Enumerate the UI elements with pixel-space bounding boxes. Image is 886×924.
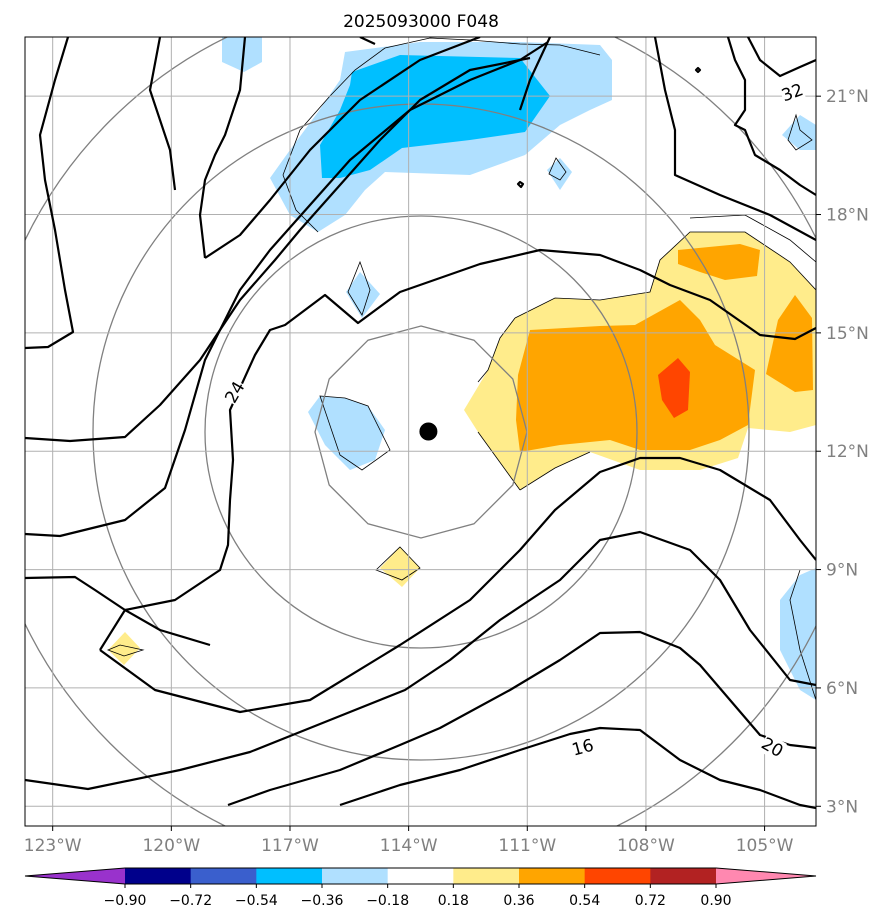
- colorbar-swatch: [190, 868, 257, 884]
- shading-outlines: [106, 37, 816, 701]
- gridlines: [25, 37, 816, 826]
- colorbar-tick-label: −0.90: [104, 893, 147, 909]
- height-contours: [25, 37, 816, 810]
- colorbar-swatch: [125, 868, 192, 884]
- contour-label-bg: [220, 377, 249, 407]
- colorbar-extend-max: [716, 868, 816, 884]
- lat-tick-label: 9°N: [826, 561, 858, 581]
- contour-label-bg: [778, 79, 807, 106]
- colorbar-tick-label: −0.72: [169, 893, 212, 909]
- lat-tick-label: 15°N: [826, 324, 869, 344]
- lon-tick-label: 105°W: [736, 836, 794, 856]
- lon-tick-label: 123°W: [24, 836, 82, 856]
- map-title: 2025093000 F048: [343, 12, 499, 32]
- colorbar-tick-label: 0.18: [438, 893, 469, 909]
- lon-tick-label: 111°W: [498, 836, 556, 856]
- colorbar-swatch: [322, 868, 389, 884]
- colorbar-tick-label: 0.36: [503, 893, 534, 909]
- positive-anomaly-shading: [108, 232, 816, 665]
- colorbar-swatch: [584, 868, 651, 884]
- lat-tick-label: 18°N: [826, 206, 869, 226]
- map-frame: [24, 36, 817, 827]
- lon-tick-label: 117°W: [261, 836, 319, 856]
- lon-tick-label: 120°W: [142, 836, 200, 856]
- colorbar-swatch: [256, 868, 323, 884]
- lat-tick-label: 3°N: [826, 797, 858, 817]
- colorbar-swatch: [453, 868, 520, 884]
- colorbar: −0.90 −0.72 −0.54 −0.36 −0.18 0.18 0.36 0.54 0.7…: [24, 867, 817, 909]
- lon-tick-label: 114°W: [380, 836, 438, 856]
- colorbar-extend-min: [25, 868, 125, 884]
- colorbar-tick-label: 0.54: [569, 893, 600, 909]
- contour-label-bg: [757, 732, 788, 762]
- colorbar-tick-label: −0.18: [366, 893, 409, 909]
- colorbar-tick-label: −0.54: [235, 893, 278, 909]
- lat-tick-label: 12°N: [826, 442, 869, 462]
- lon-tick-label: 108°W: [617, 836, 675, 856]
- colorbar-tick-label: 0.90: [700, 893, 731, 909]
- colorbar-swatch: [519, 868, 586, 884]
- latitude-axis: 3°N 6°N 9°N 12°N 15°N 18°N 21°N: [816, 87, 869, 817]
- longitude-axis: 123°W 120°W 117°W 114°W 111°W 108°W 105°W: [24, 826, 794, 856]
- colorbar-swatch: [650, 868, 717, 884]
- lat-tick-label: 21°N: [826, 87, 869, 107]
- contour-label-bg: [569, 734, 596, 760]
- colorbar-swatch: [387, 868, 454, 884]
- colorbar-tick-label: −0.36: [301, 893, 344, 909]
- lat-tick-label: 6°N: [826, 679, 858, 699]
- colorbar-tick-label: 0.72: [635, 893, 666, 909]
- storm-center-marker: [419, 422, 438, 441]
